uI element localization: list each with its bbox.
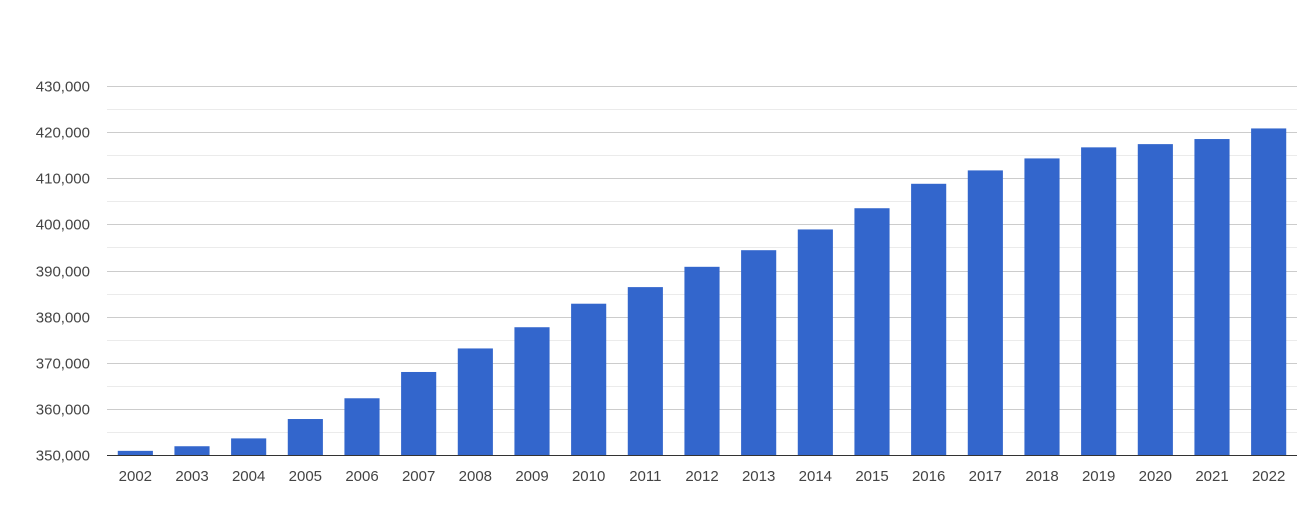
bar-2022 (1251, 128, 1287, 455)
x-tick-label: 2021 (1195, 468, 1228, 485)
y-tick-label: 350,000 (36, 448, 90, 465)
bar-2013 (741, 250, 777, 455)
x-tick-label: 2010 (572, 468, 605, 485)
bar-2008 (457, 348, 493, 455)
x-tick-label: 2003 (175, 468, 208, 485)
x-tick-label: 2016 (912, 468, 945, 485)
x-tick-label: 2008 (459, 468, 492, 485)
bar-2002 (117, 450, 153, 455)
y-axis-tick-labels: 350,000 360,000 370,000 380,000 390,000 400,0… (36, 79, 90, 465)
bar-2006 (344, 398, 380, 455)
bar-2019 (1081, 147, 1117, 455)
y-tick-label: 370,000 (36, 356, 90, 373)
x-tick-label: 2004 (232, 468, 265, 485)
y-tick-label: 430,000 (36, 79, 90, 96)
x-axis-tick-labels: 2002 2003 2004 2005 2006 2007 2008 2009 2010 2011… (119, 468, 1286, 485)
y-tick-label: 410,000 (36, 171, 90, 188)
x-tick-label: 2022 (1252, 468, 1285, 485)
x-tick-label: 2009 (515, 468, 548, 485)
bar-2011 (627, 287, 663, 455)
bars (107, 128, 1297, 456)
x-tick-label: 2006 (345, 468, 378, 485)
x-tick-label: 2018 (1025, 468, 1058, 485)
bar-2017 (967, 170, 1003, 455)
x-tick-label: 2011 (629, 468, 661, 485)
bar-2021 (1194, 139, 1230, 456)
bar-2007 (401, 371, 437, 455)
bar-2010 (571, 303, 607, 455)
y-tick-label: 360,000 (36, 402, 90, 419)
bar-2004 (231, 438, 267, 455)
x-tick-label: 2020 (1139, 468, 1172, 485)
bar-2003 (174, 446, 210, 455)
x-tick-label: 2019 (1082, 468, 1115, 485)
x-tick-label: 2014 (799, 468, 832, 485)
bar-2014 (797, 229, 833, 455)
y-tick-label: 400,000 (36, 217, 90, 234)
x-tick-label: 2005 (289, 468, 322, 485)
x-tick-label: 2013 (742, 468, 775, 485)
bar-2009 (514, 327, 550, 455)
x-tick-label: 2012 (685, 468, 718, 485)
y-tick-label: 380,000 (36, 310, 90, 327)
x-tick-label: 2017 (969, 468, 1002, 485)
bar-2016 (911, 183, 947, 456)
x-tick-label: 2002 (119, 468, 152, 485)
y-tick-label: 420,000 (36, 125, 90, 142)
y-tick-label: 390,000 (36, 264, 90, 281)
bar-2015 (854, 208, 890, 455)
bar-2020 (1137, 144, 1173, 455)
x-tick-label: 2007 (402, 468, 435, 485)
bar-2018 (1024, 158, 1060, 456)
x-tick-label: 2015 (855, 468, 888, 485)
bar-2012 (684, 266, 720, 455)
bar-2005 (287, 419, 323, 455)
